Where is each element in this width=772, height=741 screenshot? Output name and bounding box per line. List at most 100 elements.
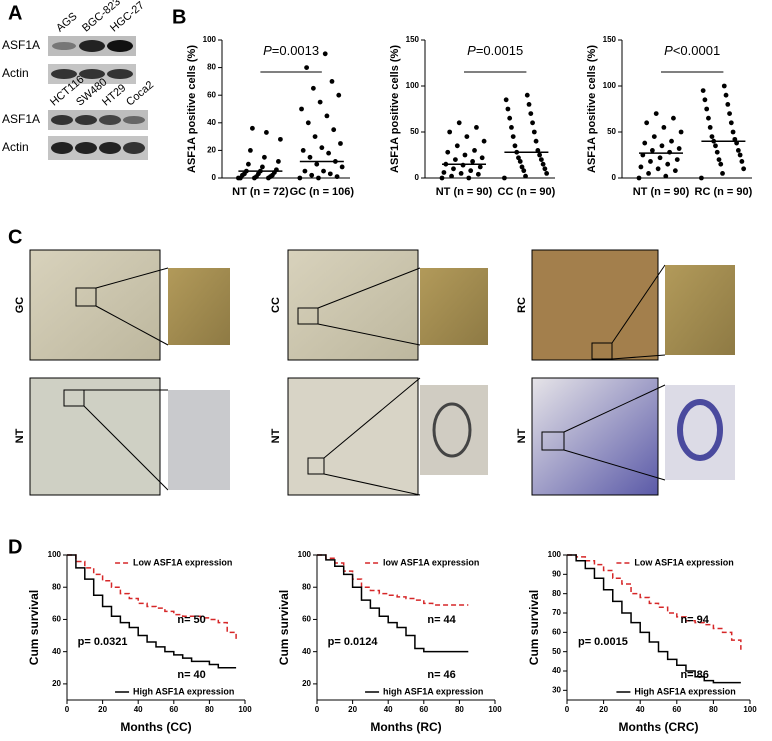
x-tick-label: 20 <box>599 705 608 714</box>
p-value-text: =0.0015 <box>476 43 523 58</box>
dot <box>526 102 532 107</box>
dot <box>445 149 451 155</box>
blot-row-label: Actin <box>2 140 29 154</box>
dot <box>299 106 304 112</box>
y-tick-label: 100 <box>48 550 62 559</box>
dot <box>533 138 539 144</box>
dot <box>327 171 333 177</box>
dot <box>250 125 255 131</box>
p-symbol: P <box>664 43 673 58</box>
dot <box>331 127 337 133</box>
y-tick-label: 100 <box>603 81 617 90</box>
y-tick-label: 50 <box>410 127 419 136</box>
dot <box>451 166 456 172</box>
y-tick-label: 100 <box>298 550 312 559</box>
legend-label: Low ASF1A expression <box>634 557 733 567</box>
dot <box>481 138 487 144</box>
dot <box>659 143 665 149</box>
dot <box>540 161 546 167</box>
lane-label: AGS <box>54 10 80 34</box>
dot <box>509 125 514 130</box>
x-tick-label: 60 <box>169 705 178 714</box>
dot <box>544 171 550 176</box>
dot <box>531 129 537 135</box>
dot <box>324 113 330 119</box>
dot <box>334 174 340 180</box>
dot <box>456 120 462 126</box>
dot <box>305 120 311 126</box>
y-tick-label: 40 <box>552 666 561 675</box>
x-tick-label: NT (n = 72) <box>232 186 289 198</box>
dot <box>276 159 281 164</box>
dot <box>737 152 743 158</box>
dot <box>310 85 316 91</box>
y-tick-label: 60 <box>552 627 561 636</box>
micrograph-label: GC <box>14 297 26 314</box>
panel-label: A <box>8 2 22 24</box>
dot <box>542 166 548 172</box>
dot <box>307 154 313 160</box>
dot <box>672 168 678 174</box>
p-symbol: P <box>467 43 476 58</box>
dot <box>262 154 267 160</box>
legend-label: High ASF1A expression <box>133 686 234 696</box>
micrographs <box>29 249 735 496</box>
dot <box>322 51 328 57</box>
dot <box>707 125 713 130</box>
dot <box>321 168 326 174</box>
y-tick-label: 90 <box>552 569 561 578</box>
dot <box>464 134 470 140</box>
dot <box>519 164 525 170</box>
dot <box>653 111 659 116</box>
dot <box>649 148 655 153</box>
y-tick-label: 40 <box>302 647 311 656</box>
p-symbol: P <box>263 43 272 58</box>
dot <box>538 157 544 163</box>
dot <box>248 148 253 153</box>
survival-curve <box>67 554 237 641</box>
dot <box>319 145 325 151</box>
y-tick-label: 20 <box>302 679 311 688</box>
n-label: n= 46 <box>427 669 455 681</box>
dot <box>646 171 651 176</box>
dot <box>512 143 518 149</box>
y-tick-label: 50 <box>607 127 616 136</box>
dot <box>716 157 722 163</box>
micrograph-label: RC <box>516 297 528 313</box>
dot <box>661 125 667 130</box>
y-tick-label: 150 <box>406 35 420 44</box>
x-tick-label: 0 <box>565 705 570 714</box>
x-tick-label: 40 <box>384 705 393 714</box>
panel-label: C <box>8 226 22 248</box>
x-tick-label: 20 <box>98 705 107 714</box>
survival-curve <box>567 554 742 650</box>
n-label: n= 94 <box>680 614 709 626</box>
legend-label: Low ASF1A expression <box>133 557 232 567</box>
dot <box>516 155 521 161</box>
dot <box>468 168 474 174</box>
y-tick-label: 0 <box>612 173 617 182</box>
dot <box>709 134 715 140</box>
dot <box>460 162 466 168</box>
dot <box>317 99 323 105</box>
x-tick-label: 100 <box>238 705 252 714</box>
y-tick-label: 20 <box>207 146 216 155</box>
dot <box>316 175 321 181</box>
dot <box>667 149 673 155</box>
dot <box>669 138 674 144</box>
survival-curve <box>317 554 469 653</box>
dot <box>503 97 509 103</box>
y-axis-label: Cum survival <box>27 590 41 665</box>
y-tick-label: 80 <box>207 63 216 72</box>
dot <box>300 148 306 153</box>
dot <box>700 88 706 93</box>
x-tick-label: 60 <box>672 705 681 714</box>
dot <box>721 83 727 89</box>
dot <box>314 161 320 167</box>
y-tick-label: 0 <box>415 173 420 182</box>
panel-label: D <box>8 536 22 558</box>
x-axis-label: Months (CC) <box>120 720 191 734</box>
dot <box>713 143 718 149</box>
dot <box>638 164 644 170</box>
dot <box>447 129 453 135</box>
